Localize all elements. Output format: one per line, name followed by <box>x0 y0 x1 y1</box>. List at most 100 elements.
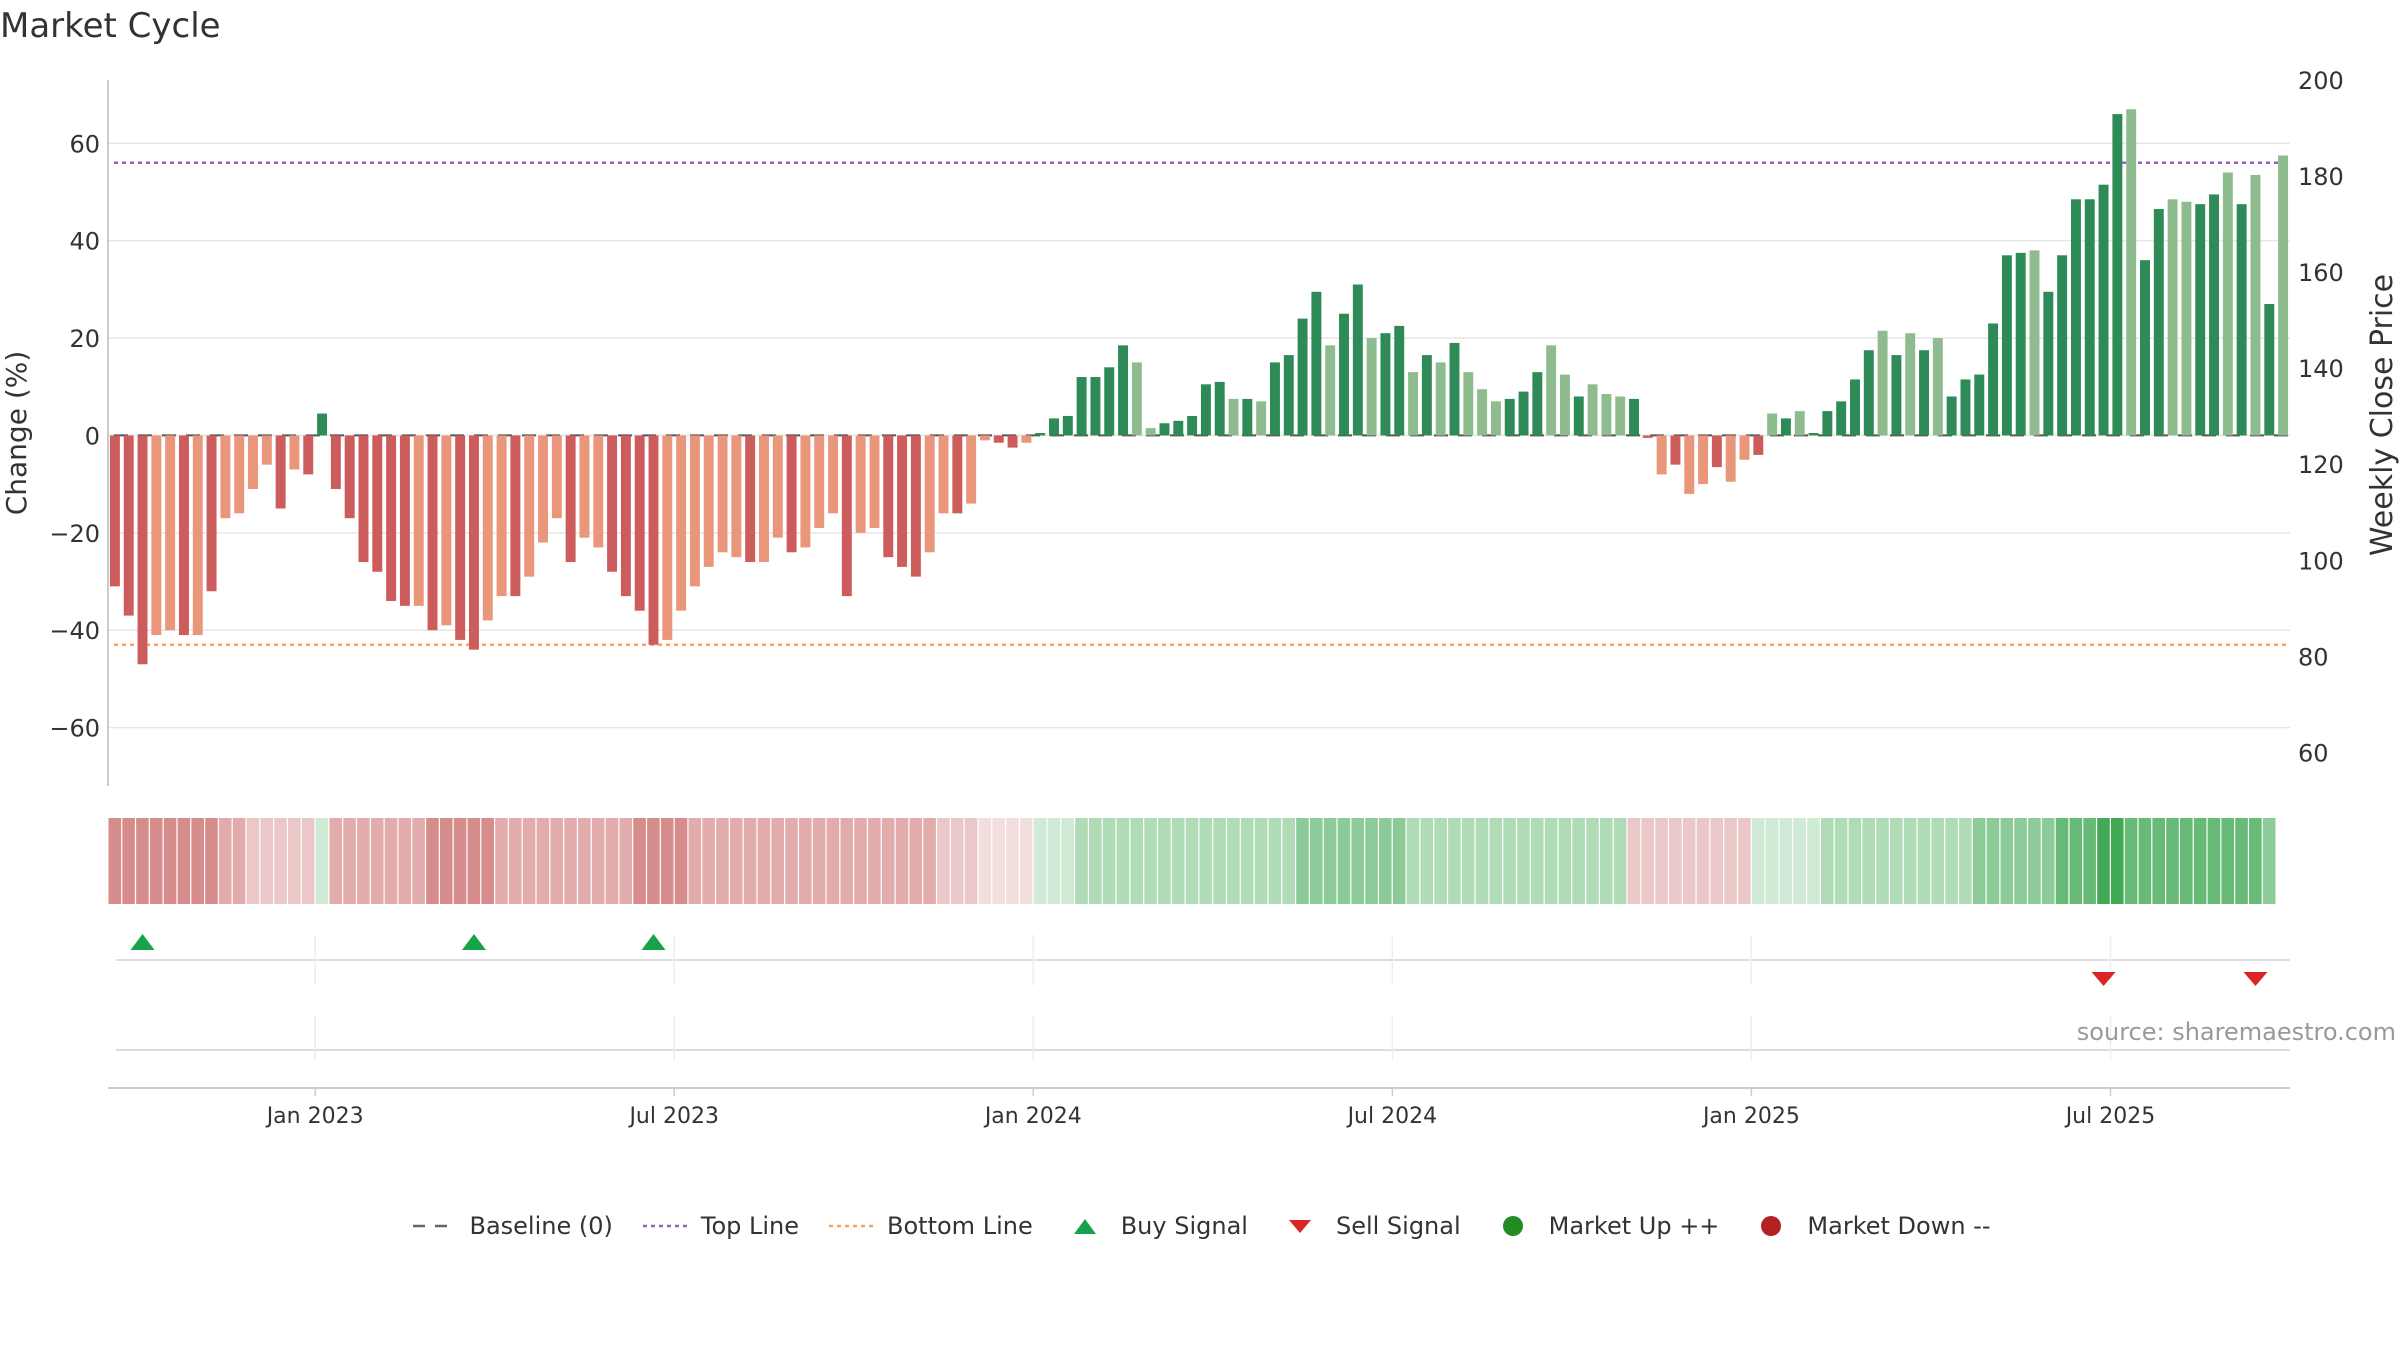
bar <box>2250 174 2261 436</box>
bar <box>1684 435 1695 494</box>
bar <box>1850 379 1860 436</box>
bar <box>676 435 687 611</box>
heat-cell <box>2221 818 2235 904</box>
heat-cell <box>564 818 577 904</box>
heat-cell <box>2249 818 2262 904</box>
y-tick-label: 20 <box>69 325 100 353</box>
heat-cell <box>799 818 812 904</box>
legend-item[interactable]: Market Down -- <box>1747 1212 1991 1240</box>
bar <box>165 435 176 631</box>
bar <box>2029 250 2040 436</box>
heat-cell <box>1558 818 1572 904</box>
legend-item[interactable]: Sell Signal <box>1276 1212 1461 1240</box>
legend-item[interactable]: Baseline (0) <box>409 1212 613 1240</box>
legend-item[interactable]: Buy Signal <box>1061 1212 1248 1240</box>
heat-cell <box>702 818 715 904</box>
bar <box>2264 303 2275 436</box>
bar <box>2140 260 2150 436</box>
legend-item[interactable]: Top Line <box>641 1212 799 1240</box>
bar <box>137 435 148 665</box>
bar <box>2015 252 2026 436</box>
heat-cell <box>881 818 895 904</box>
heat-cell <box>1862 818 1875 904</box>
bar <box>248 435 258 489</box>
y2-tick-label: 180 <box>2298 163 2344 191</box>
legend-item[interactable]: Market Up ++ <box>1489 1212 1719 1240</box>
bar <box>123 435 134 616</box>
heat-cell <box>1669 818 1682 904</box>
heat-cell <box>384 818 398 904</box>
bar <box>1242 398 1253 436</box>
heat-cell <box>1365 818 1378 904</box>
buy-signal-marker <box>461 934 486 950</box>
heat-cell <box>108 818 122 904</box>
heat-cell <box>2069 818 2083 904</box>
bar <box>1573 396 1584 436</box>
bar <box>2126 109 2137 436</box>
bar <box>593 435 604 548</box>
bar <box>275 435 286 509</box>
bar <box>1739 435 1750 460</box>
heat-cell <box>2014 818 2027 904</box>
bar <box>1173 420 1184 436</box>
x-tick-label: Jul 2023 <box>627 1104 719 1129</box>
heat-cell <box>301 818 315 904</box>
heat-cell <box>757 818 771 904</box>
heat-cell <box>398 818 412 904</box>
bar <box>372 435 383 572</box>
heat-cell <box>868 818 881 904</box>
legend-label: Baseline (0) <box>469 1212 613 1240</box>
x-tick-label: Jan 2024 <box>983 1104 1082 1129</box>
heat-cell <box>1475 818 1489 904</box>
chart-title: Market Cycle <box>0 6 221 46</box>
bar <box>648 435 659 645</box>
bar <box>2001 255 2012 436</box>
bar <box>1988 323 1999 436</box>
legend-item[interactable]: Bottom Line <box>827 1212 1033 1240</box>
heat-cell <box>205 818 218 904</box>
bar <box>1256 401 1267 436</box>
heat-cell <box>826 818 840 904</box>
heat-cell <box>1130 818 1144 904</box>
dot-legend-icon <box>642 1224 687 1228</box>
heat-cell <box>453 818 467 904</box>
heat-cell <box>1917 818 1931 904</box>
bar <box>1642 435 1653 438</box>
bar <box>1794 411 1805 436</box>
heat-cell <box>771 818 784 904</box>
heat-cell <box>660 818 674 904</box>
heat-cell <box>1959 818 1972 904</box>
bar <box>634 435 645 611</box>
heat-cell <box>439 818 453 904</box>
bar <box>1946 396 1957 436</box>
heat-cell <box>1254 818 1268 904</box>
source-note: source: sharemaestro.com <box>2076 1018 2396 1046</box>
bar <box>1477 389 1488 436</box>
heat-cell <box>1075 818 1088 904</box>
y-tick-label: −20 <box>49 520 100 548</box>
bar <box>689 435 700 587</box>
heat-cell <box>2028 818 2041 904</box>
bar <box>1546 345 1557 436</box>
bar <box>924 435 935 553</box>
heat-cell <box>1586 818 1599 904</box>
heat-cell <box>1848 818 1862 904</box>
heat-cell <box>274 818 287 904</box>
heat-cell <box>1047 818 1061 904</box>
bar <box>1725 435 1736 482</box>
heat-cell <box>122 818 135 904</box>
bar <box>220 435 231 519</box>
y2-tick-label: 160 <box>2298 259 2344 287</box>
legend-label: Market Down -- <box>1807 1212 1991 1240</box>
heat-cell <box>1434 818 1447 904</box>
heat-cell <box>1019 818 1033 904</box>
bar <box>1421 355 1432 436</box>
heat-cell <box>1213 818 1226 904</box>
legend-label: Sell Signal <box>1335 1212 1461 1240</box>
heat-cell <box>633 818 646 904</box>
heat-cell <box>536 818 550 904</box>
heat-cell <box>2193 818 2207 904</box>
bar <box>1974 374 1985 436</box>
bar <box>883 435 894 558</box>
heat-cell <box>329 818 343 904</box>
